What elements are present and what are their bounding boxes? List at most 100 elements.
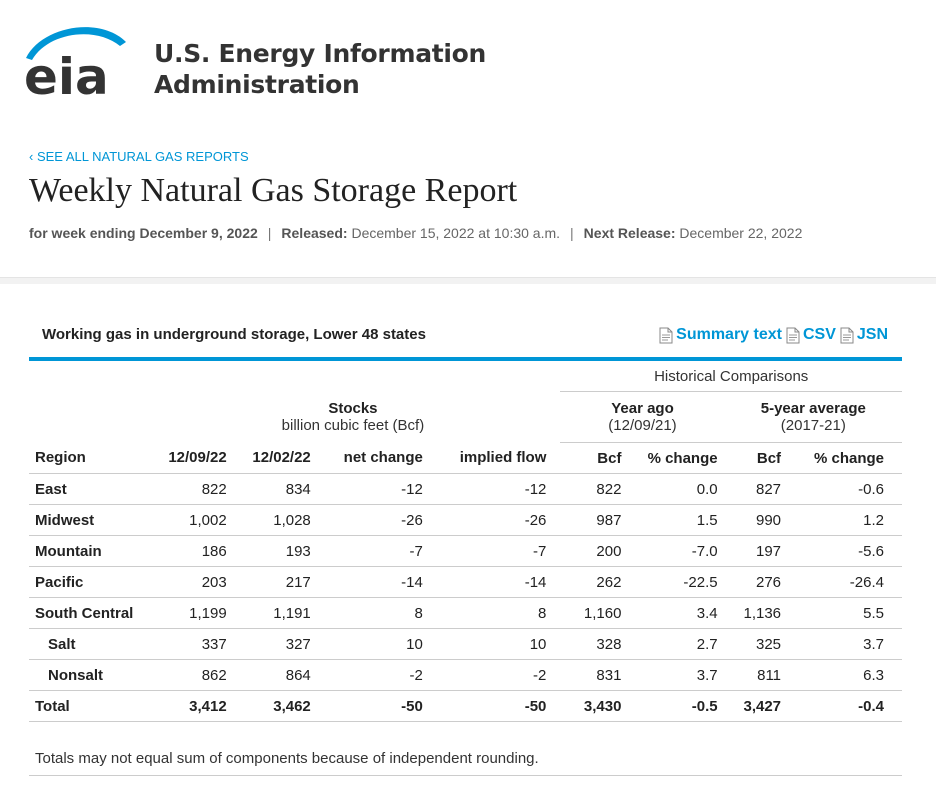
org-line-1: U.S. Energy Information [154, 39, 487, 68]
value-cell: -7 [319, 535, 445, 567]
value-cell: -7 [444, 535, 561, 567]
region-cell: Salt [29, 628, 146, 660]
value-cell: -7.0 [628, 535, 725, 567]
value-cell: 3,412 [145, 690, 236, 722]
value-cell: 10 [319, 628, 445, 660]
value-cell: 3,427 [724, 690, 788, 722]
value-cell: 987 [560, 504, 629, 536]
year-ago-date: (12/09/21) [608, 417, 677, 434]
value-cell: 1,028 [235, 504, 320, 536]
historical-comparisons-header: Historical Comparisons [560, 361, 902, 392]
csv-label: CSV [802, 326, 836, 343]
eia-logo[interactable]: eia [22, 20, 132, 100]
col-year-ago-pct: % change [628, 442, 725, 474]
stocks-group-header: Stocks billion cubic feet (Bcf) [145, 392, 560, 443]
value-cell: 217 [235, 566, 320, 598]
col-net-change: net change [319, 442, 445, 474]
region-cell: East [29, 473, 146, 505]
released-label: Released: [281, 225, 348, 241]
separator: | [267, 225, 272, 241]
value-cell: 10 [444, 628, 561, 660]
value-cell: 3.7 [787, 628, 902, 660]
region-cell: Total [29, 690, 146, 722]
released-value: December 15, 2022 at 10:30 a.m. [351, 225, 561, 241]
value-cell: -22.5 [628, 566, 725, 598]
value-cell: -0.6 [787, 473, 902, 505]
week-ending: for week ending December 9, 2022 [29, 225, 258, 241]
value-cell: 822 [145, 473, 236, 505]
value-cell: -0.4 [787, 690, 902, 722]
value-cell: 327 [235, 628, 320, 660]
footer-rule [29, 775, 902, 776]
csv-link[interactable]: CSV [786, 326, 836, 344]
value-cell: 2.7 [628, 628, 725, 660]
value-cell: 990 [724, 504, 788, 536]
region-cell: Midwest [29, 504, 146, 536]
value-cell: 8 [319, 597, 445, 629]
year-ago-label: Year ago [611, 400, 674, 417]
value-cell: 8 [444, 597, 561, 629]
value-cell: 1,002 [145, 504, 236, 536]
value-cell: -2 [444, 659, 561, 691]
value-cell: -0.5 [628, 690, 725, 722]
value-cell: -2 [319, 659, 445, 691]
value-cell: -26.4 [787, 566, 902, 598]
value-cell: -14 [319, 566, 445, 598]
value-cell: 325 [724, 628, 788, 660]
value-cell: 193 [235, 535, 320, 567]
document-icon [786, 327, 800, 343]
document-icon [840, 327, 854, 343]
value-cell: 1.5 [628, 504, 725, 536]
table-row: Total 3,412 3,462 -50 -50 3,430 -0.5 3,427 -0.4 [29, 690, 902, 722]
org-line-2: Administration [154, 70, 360, 99]
footnote: Totals may not equal sum of components b… [35, 750, 539, 767]
json-link[interactable]: JSN [840, 326, 888, 344]
five-year-label: 5-year average [760, 400, 866, 417]
year-ago-group-header: Year ago (12/09/21) [560, 391, 725, 443]
table-row: Salt 337 327 10 10 328 2.7 325 3.7 [29, 628, 902, 660]
release-meta: for week ending December 9, 2022 | Release… [29, 225, 802, 241]
value-cell: -26 [319, 504, 445, 536]
col-five-year-pct: % change [787, 442, 902, 474]
value-cell: 834 [235, 473, 320, 505]
col-current-week: 12/09/22 [145, 442, 236, 474]
section-rule [29, 357, 902, 361]
table-row: Mountain 186 193 -7 -7 200 -7.0 197 -5.6 [29, 535, 902, 567]
stocks-unit: billion cubic feet (Bcf) [281, 417, 425, 434]
value-cell: -50 [319, 690, 445, 722]
value-cell: 337 [145, 628, 236, 660]
col-region: Region [29, 442, 146, 474]
table-row: East 822 834 -12 -12 822 0.0 827 -0.6 [29, 473, 902, 505]
table-row: Nonsalt 862 864 -2 -2 831 3.7 811 6.3 [29, 659, 902, 691]
org-name: U.S. Energy Information Administration [154, 38, 486, 100]
value-cell: -12 [319, 473, 445, 505]
region-cell: Nonsalt [29, 659, 146, 691]
col-five-year-bcf: Bcf [724, 442, 788, 474]
value-cell: 1,160 [560, 597, 629, 629]
next-release-value: December 22, 2022 [679, 225, 803, 241]
col-implied-flow: implied flow [444, 442, 561, 474]
back-to-reports-link[interactable]: ‹ SEE ALL NATURAL GAS REPORTS [29, 149, 249, 164]
table-row: Pacific 203 217 -14 -14 262 -22.5 276 -26.4 [29, 566, 902, 598]
document-icon [659, 327, 673, 343]
value-cell: 200 [560, 535, 629, 567]
header-divider [0, 277, 936, 284]
value-cell: 862 [145, 659, 236, 691]
download-links: Summary text CSV JSN [659, 326, 888, 344]
value-cell: -50 [444, 690, 561, 722]
separator: | [570, 225, 574, 241]
section-title: Working gas in underground storage, Lowe… [42, 326, 426, 343]
value-cell: 197 [724, 535, 788, 567]
summary-text-link[interactable]: Summary text [659, 326, 782, 344]
value-cell: 0.0 [628, 473, 725, 505]
summary-text-label: Summary text [676, 326, 782, 343]
stocks-label: Stocks [328, 400, 378, 417]
value-cell: 827 [724, 473, 788, 505]
value-cell: 3,462 [235, 690, 320, 722]
value-cell: -12 [444, 473, 561, 505]
value-cell: 3.4 [628, 597, 725, 629]
value-cell: 262 [560, 566, 629, 598]
table-row: South Central 1,199 1,191 8 8 1,160 3.4 1,136 5.… [29, 597, 902, 629]
col-prior-week: 12/02/22 [235, 442, 320, 474]
region-cell: Mountain [29, 535, 146, 567]
